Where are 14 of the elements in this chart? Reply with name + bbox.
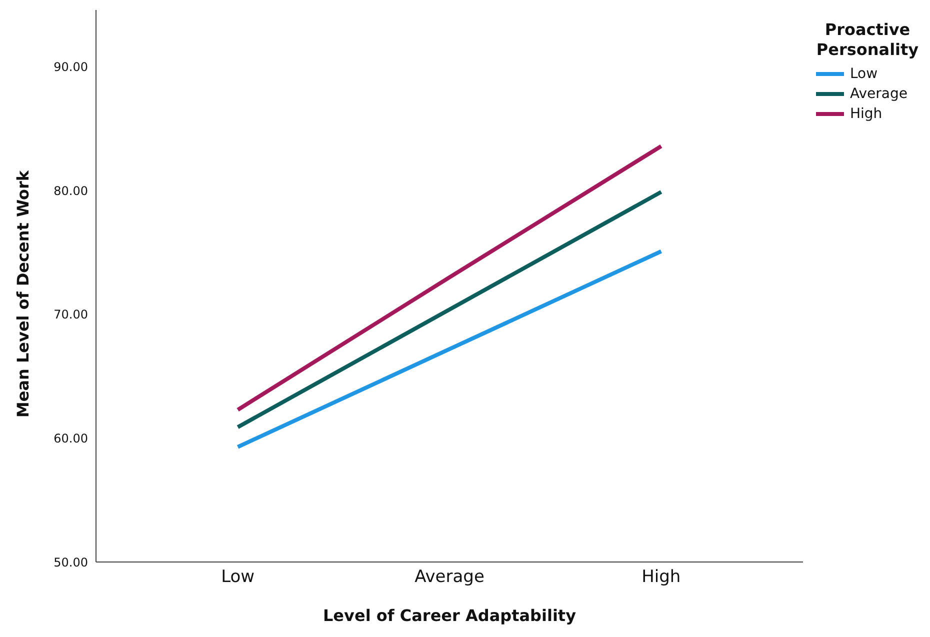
y-tick-label: 90.00 (54, 60, 88, 74)
legend-label: High (850, 106, 882, 122)
y-tick-label: 50.00 (54, 555, 88, 570)
y-tick-label: 70.00 (54, 308, 88, 322)
y-tick-label: 60.00 (54, 431, 88, 446)
legend-title: Proactive Personality (815, 20, 920, 60)
x-tick-label: High (642, 567, 681, 588)
x-tick-label: Low (221, 567, 255, 588)
legend-label: Low (850, 66, 878, 82)
y-tick-label: 80.00 (54, 184, 88, 198)
y-axis-title: Mean Level of Decent Work (14, 170, 32, 418)
legend-label: Average (850, 86, 908, 102)
x-axis-title: Level of Career Adaptability (322, 606, 577, 625)
x-tick-label: Average (414, 567, 484, 588)
